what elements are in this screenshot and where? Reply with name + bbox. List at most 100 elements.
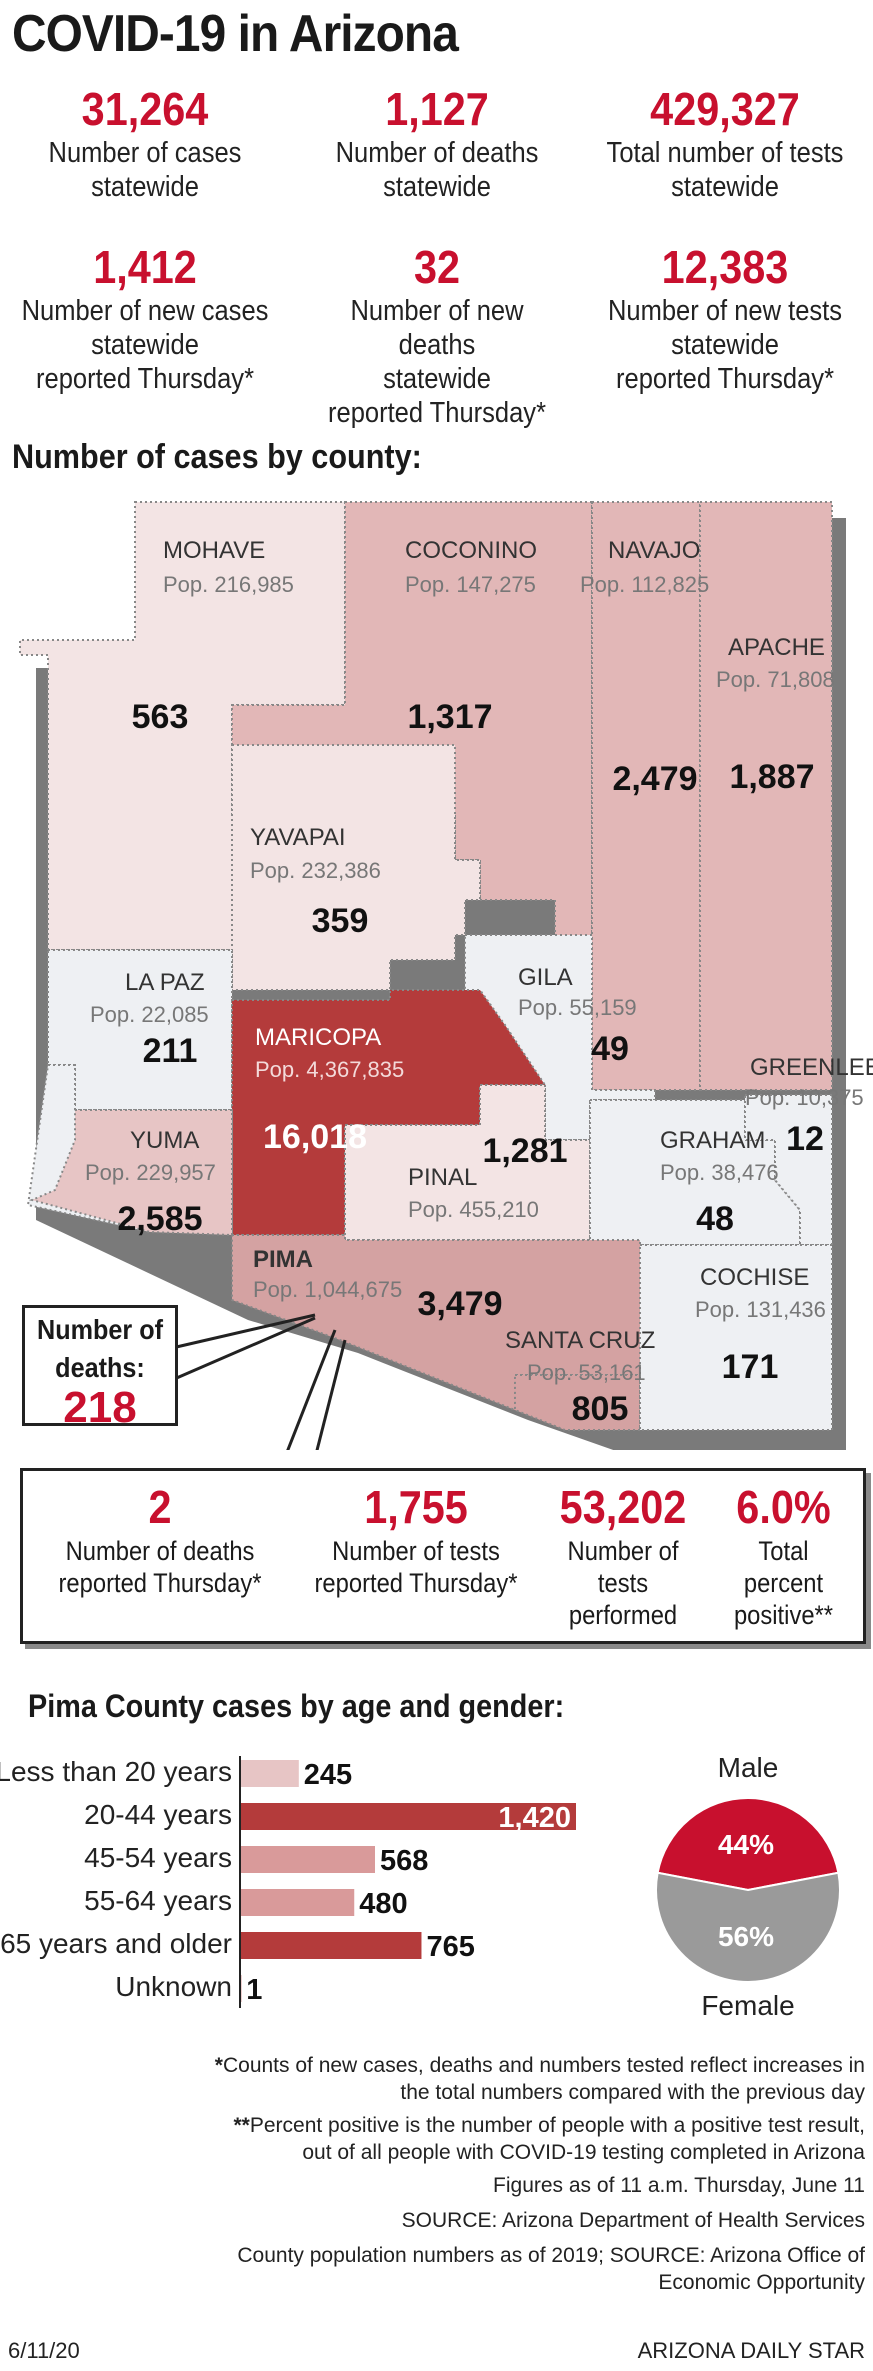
pie-label-female: Female: [701, 1990, 794, 2021]
county-cases: 3,479: [417, 1285, 502, 1323]
stat-label: Number of tests: [567, 1536, 679, 1598]
age-gender-heading: Pima County cases by age and gender:: [28, 1688, 565, 1724]
stat-value: 429,327: [650, 83, 800, 135]
age-bar-chart: Less than 20 years 245 20-44 years 1,420 45-…: [0, 1756, 576, 2008]
county-name: COCONINO: [405, 537, 537, 564]
bar-category-label: 20-44 years: [84, 1799, 232, 1830]
footnote-text: the total numbers compared with the prev…: [400, 2081, 865, 2104]
pie-label-male: Male: [718, 1752, 779, 1783]
bar-value-label: 765: [426, 1931, 474, 1963]
stat-label: statewide: [383, 171, 491, 203]
stat-label: performed: [568, 1600, 678, 1630]
county-pop: Pop. 53,161: [527, 1360, 646, 1385]
stat-deaths-statewide: 1,127 Number of deaths statewide: [292, 82, 582, 204]
arizona-county-map: MOHAVE Pop. 216,985 563 COCONINO Pop. 14…: [19, 501, 873, 1450]
county-cases: 2,585: [117, 1200, 202, 1238]
county-pop: Pop. 455,210: [408, 1197, 539, 1222]
stat-value: 1,127: [385, 83, 489, 135]
county-name: YUMA: [130, 1127, 199, 1154]
county-name: LA PAZ: [125, 969, 205, 996]
county-greenlee: [744, 1094, 833, 1246]
county-cases: 12: [786, 1120, 824, 1158]
county-cases: 1,317: [407, 698, 492, 736]
stat-new-cases: 1,412 Number of new cases statewide repo…: [0, 240, 290, 396]
callout-pointer: [171, 1313, 316, 1350]
county-cases: 563: [132, 698, 189, 736]
stat-value: 32: [413, 241, 461, 293]
callout-pointer: [171, 1316, 316, 1382]
stat-label: positive**: [733, 1600, 834, 1630]
stat-value: 53,202: [559, 1481, 687, 1533]
footer-brand: ARIZONA DAILY STAR: [637, 2338, 865, 2363]
county-name: GRAHAM: [660, 1127, 765, 1154]
county-pop: Pop. 216,985: [163, 572, 294, 597]
bar-category-label: 55-64 years: [84, 1885, 232, 1916]
county-heading: Number of cases by county:: [12, 438, 422, 476]
stat-label: statewide: [671, 329, 779, 361]
county-name: COCHISE: [700, 1264, 809, 1291]
county-name: APACHE: [728, 634, 825, 661]
county-cases: 16,018: [263, 1118, 367, 1156]
county-pop: Pop. 232,386: [250, 858, 381, 883]
county-cases: 211: [143, 1032, 198, 1070]
pie-value-label: 56%: [718, 1921, 774, 1952]
county-name: MOHAVE: [163, 537, 265, 564]
footnote-text: out of all people with COVID-19 testing …: [302, 2141, 865, 2164]
bar-category-label: Less than 20 years: [0, 1756, 232, 1787]
pima-stat-deaths: 2 Number of deaths reported Thursday*: [35, 1479, 285, 1599]
stat-label: Number of new tests: [607, 295, 843, 327]
stat-new-deaths: 32 Number of new deaths statewide report…: [292, 240, 582, 430]
gender-pie-chart: 44% 56% Male Female: [655, 1752, 841, 2021]
bar-value-label: 1,420: [498, 1802, 571, 1834]
county-pop: Pop. 4,367,835: [255, 1057, 404, 1082]
county-name: SANTA CRUZ: [505, 1327, 655, 1354]
stat-label: reported Thursday*: [328, 397, 546, 429]
bar-value-label: 245: [304, 1759, 352, 1791]
county-pop: Pop. 71,808: [716, 667, 835, 692]
stat-value: 1,412: [93, 241, 197, 293]
county-cases: 1,887: [729, 758, 814, 796]
stat-label: Number of cases: [48, 137, 242, 169]
county-name: PINAL: [408, 1164, 477, 1191]
county-pop: Pop. 22,085: [90, 1002, 209, 1027]
county-apache: [699, 501, 833, 1091]
county-cases: 359: [312, 902, 369, 940]
bar-category-label: 65 years and older: [0, 1928, 232, 1959]
county-santacruz: [514, 1374, 641, 1431]
pima-stat-percent-positive: 6.0% Total percent positive**: [711, 1479, 856, 1631]
bar: [241, 1760, 299, 1787]
bar: [241, 1846, 375, 1873]
county-pop: Pop. 229,957: [85, 1160, 216, 1185]
stat-tests-statewide: 429,327 Total number of tests statewide: [580, 82, 870, 204]
stat-label: Total percent: [743, 1536, 824, 1598]
county-pop: Pop. 38,476: [660, 1160, 779, 1185]
county-pop: Pop. 1,044,675: [253, 1277, 402, 1302]
pima-stat-tests-reported: 1,755 Number of tests reported Thursday*: [291, 1479, 541, 1599]
stat-label: Total number of tests: [606, 137, 844, 169]
stat-label: reported Thursday*: [616, 363, 834, 395]
county-cochise: [639, 1244, 833, 1431]
bar-category-label: Unknown: [115, 1971, 232, 2002]
county-yuma: [28, 1109, 233, 1237]
callout-pointer: [315, 1339, 347, 1450]
county-cases: 171: [722, 1348, 779, 1386]
source-text: County population numbers as of 2019; SO…: [237, 2244, 865, 2267]
bar-value-label: 568: [380, 1845, 428, 1877]
page-title: COVID-19 in Arizona: [12, 5, 459, 63]
callout-value: 218: [63, 1383, 137, 1432]
stat-label: statewide: [91, 329, 199, 361]
callout-label: deaths:: [55, 1352, 145, 1383]
stat-label: Number of new deaths: [350, 295, 524, 361]
county-pinal: [344, 1084, 591, 1241]
callout-label: Number of: [37, 1314, 163, 1345]
stat-label: Number of deaths: [335, 137, 539, 169]
county-name: NAVAJO: [608, 537, 700, 564]
stat-value: 2: [148, 1481, 172, 1533]
footnote-text: Percent positive is the number of people…: [249, 2114, 865, 2137]
stat-label: reported Thursday*: [36, 363, 254, 395]
stat-label: statewide: [383, 363, 491, 395]
footnote-new-counts: *Counts of new cases, deaths and numbers…: [215, 2052, 865, 2106]
stat-cases-statewide: 31,264 Number of cases statewide: [0, 82, 290, 204]
source-text: Economic Opportunity: [658, 2271, 865, 2294]
stat-value: 1,755: [364, 1481, 468, 1533]
